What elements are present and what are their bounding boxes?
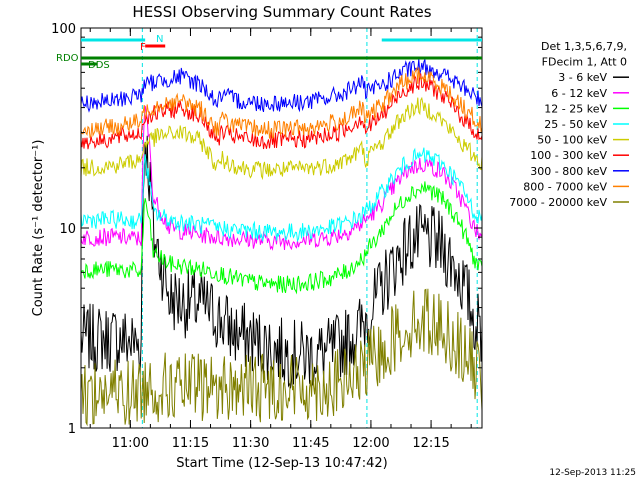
legend-entry: 50 - 100 keV [537, 134, 607, 147]
legend-entry: 3 - 6 keV [558, 71, 607, 84]
flag-label-n: N [156, 34, 163, 45]
legend-entry: 7000 - 20000 keV [509, 196, 607, 209]
legend-entry: 300 - 800 keV [530, 165, 607, 178]
axes: 1 10 100 11:00 11:15 11:30 11:45 12:00 12:15 [51, 22, 482, 451]
plot-timestamp: 12-Sep-2013 11:25 [549, 468, 636, 478]
plot-area [81, 28, 482, 428]
legend-entry: 100 - 300 keV [530, 149, 607, 162]
flags: NF RDO DDS [56, 34, 482, 71]
series-line-2 [81, 105, 482, 251]
legend-header: Det 1,3,5,6,7,9, [541, 40, 627, 53]
x-tick-label: 11:00 [112, 436, 149, 451]
flag-label-rdo: RDO [56, 53, 79, 64]
legend-entry: 25 - 50 keV [544, 118, 607, 131]
x-tick-label: 11:30 [232, 436, 269, 451]
x-tick-label: 11:45 [292, 436, 329, 451]
chart-title: HESSI Observing Summary Count Rates [132, 3, 431, 21]
legend-entry: 800 - 7000 keV [523, 180, 607, 193]
flag-label-f: F [140, 42, 146, 53]
y-tick-label: 100 [51, 22, 76, 37]
series-line-5 [81, 96, 482, 181]
y-tick-label: 1 [68, 422, 76, 437]
series-line-4 [81, 147, 482, 243]
y-axis-label: Count Rate (s⁻¹ detector⁻¹) [31, 140, 46, 317]
x-tick-label: 12:15 [412, 436, 449, 451]
series-line-6 [81, 72, 482, 150]
flag-label-dds: DDS [88, 60, 110, 71]
series-line-7 [81, 58, 482, 113]
legend-entry: 6 - 12 keV [551, 87, 607, 100]
series-line-8 [81, 66, 482, 140]
y-tick-label: 10 [59, 222, 76, 237]
x-axis-label: Start Time (12-Sep-13 10:47:42) [176, 456, 387, 471]
x-tick-label: 11:15 [172, 436, 209, 451]
legend-entry: 12 - 25 keV [544, 102, 607, 115]
x-tick-label: 12:00 [352, 436, 389, 451]
legend-header: FDecim 1, Att 0 [542, 56, 627, 69]
legend: Det 1,3,5,6,7,9, FDecim 1, Att 0 3 - 6 keV… [509, 40, 629, 209]
series-line-3 [81, 181, 482, 295]
series-line-9 [81, 288, 482, 427]
